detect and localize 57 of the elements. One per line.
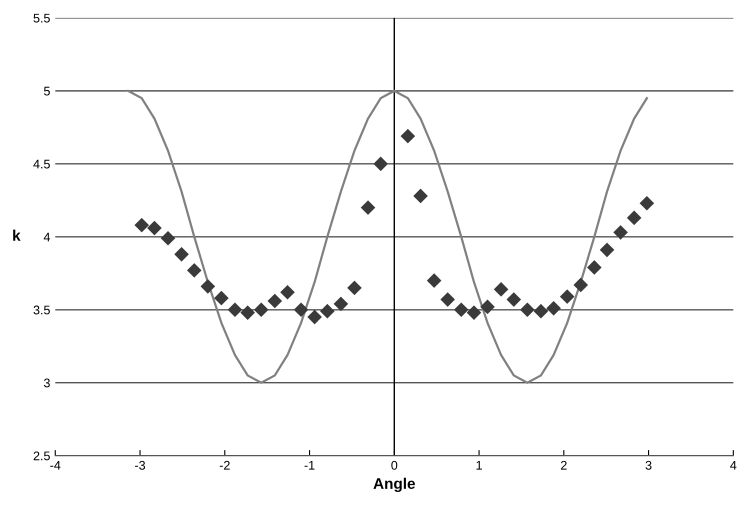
point bbox=[494, 282, 508, 297]
y-tick-label: 5 bbox=[44, 86, 50, 96]
point bbox=[373, 156, 388, 172]
x-tick-label: -4 bbox=[50, 461, 60, 470]
x-tick-label: -2 bbox=[220, 460, 230, 470]
x-axis-title: Angle bbox=[373, 478, 415, 492]
y-tick-label: 3 bbox=[44, 378, 50, 388]
point bbox=[280, 284, 295, 300]
point bbox=[214, 290, 229, 306]
point bbox=[147, 220, 162, 236]
point bbox=[440, 292, 455, 307]
point bbox=[174, 247, 189, 262]
point bbox=[573, 278, 588, 292]
point bbox=[254, 302, 269, 318]
x-tick-label: 0 bbox=[391, 460, 398, 470]
point bbox=[360, 200, 376, 215]
point bbox=[640, 196, 654, 211]
point bbox=[307, 310, 322, 324]
y-tick-label: 4 bbox=[44, 232, 50, 242]
point bbox=[228, 302, 242, 318]
point bbox=[587, 260, 602, 275]
y-tick-label: 5.5 bbox=[34, 14, 50, 23]
y-tick-label: 4.5 bbox=[33, 160, 50, 168]
point bbox=[534, 304, 548, 319]
point bbox=[334, 296, 348, 312]
point bbox=[294, 302, 308, 318]
point bbox=[240, 305, 255, 320]
point bbox=[560, 289, 574, 304]
point bbox=[454, 302, 469, 318]
y-axis-title: k bbox=[13, 230, 21, 241]
point bbox=[613, 225, 628, 240]
point bbox=[347, 280, 362, 296]
y-tick-label: 3.5 bbox=[34, 306, 50, 314]
point bbox=[546, 301, 561, 316]
point bbox=[134, 218, 150, 232]
point bbox=[626, 210, 642, 226]
point bbox=[200, 279, 216, 294]
point bbox=[426, 273, 442, 288]
point bbox=[466, 305, 482, 320]
point bbox=[400, 128, 416, 144]
x-tick-label: 3 bbox=[646, 460, 652, 470]
y-tick-label: 2.5 bbox=[34, 451, 50, 460]
point bbox=[520, 302, 535, 318]
point bbox=[160, 230, 176, 246]
x-tick-label: -1 bbox=[304, 461, 314, 470]
point bbox=[413, 188, 428, 204]
point bbox=[186, 263, 202, 278]
x-tick-label: 2 bbox=[560, 460, 567, 470]
x-tick-label: -3 bbox=[135, 460, 146, 470]
x-tick-label: 4 bbox=[730, 461, 736, 470]
point bbox=[480, 300, 495, 314]
line-series bbox=[127, 90, 648, 384]
point bbox=[320, 304, 335, 319]
x-tick-label: 1 bbox=[476, 461, 482, 470]
point bbox=[506, 292, 522, 307]
point bbox=[600, 242, 614, 258]
point bbox=[268, 294, 282, 308]
